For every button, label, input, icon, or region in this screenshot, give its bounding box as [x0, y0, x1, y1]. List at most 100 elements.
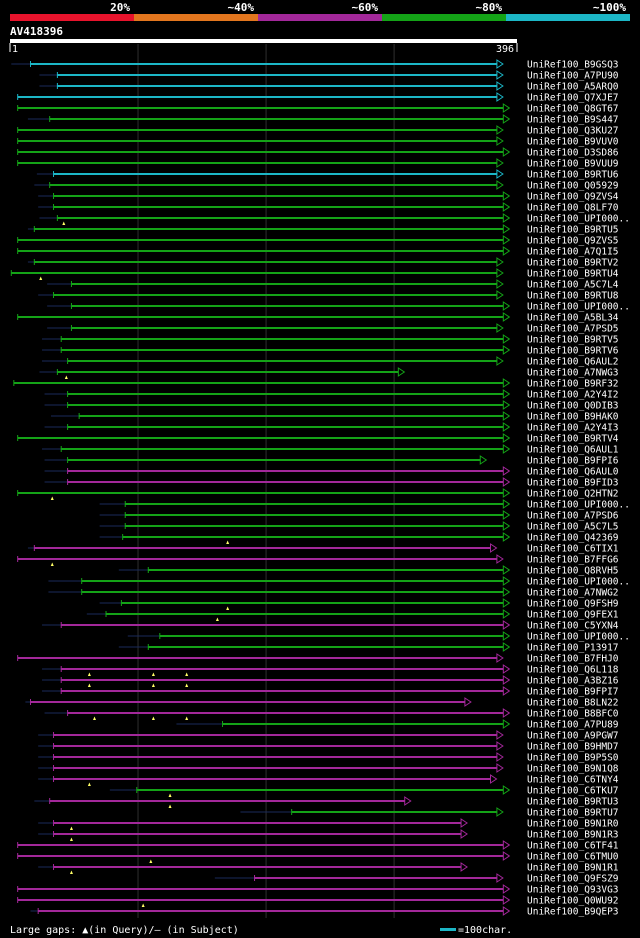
hit-label[interactable]: UniRef100_A5C7L5 [527, 522, 619, 533]
hit-bar [53, 173, 497, 175]
hit-label[interactable]: UniRef100_A7PU90 [527, 71, 619, 82]
hit-label[interactable]: UniRef100_UPI000.. [527, 302, 630, 313]
hit-label[interactable]: UniRef100_B9FPI7 [527, 687, 619, 698]
hit-label[interactable]: UniRef100_A7Q1I5 [527, 247, 619, 258]
hit-label[interactable]: UniRef100_B9P5S0 [527, 753, 619, 764]
hit-label[interactable]: UniRef100_B9RTV2 [527, 258, 619, 269]
hit-label[interactable]: UniRef100_B9N1R0 [527, 819, 619, 830]
hit-arrowhead [397, 367, 406, 377]
hit-label[interactable]: UniRef100_C6TMU0 [527, 852, 619, 863]
hit-label[interactable]: UniRef100_B9GSQ3 [527, 60, 619, 71]
hit-bar [53, 767, 497, 769]
hit-label[interactable]: UniRef100_B7FHJ0 [527, 654, 619, 665]
hit-label[interactable]: UniRef100_Q9FSH9 [527, 599, 619, 610]
hit-label[interactable]: UniRef100_B9RTU5 [527, 225, 619, 236]
hit-label[interactable]: UniRef100_B8LN22 [527, 698, 619, 709]
hit-label[interactable]: UniRef100_A2Y4I3 [527, 423, 619, 434]
hit-label[interactable]: UniRef100_B9RTV4 [527, 434, 619, 445]
query-gap-marker [87, 782, 91, 786]
hit-row: UniRef100_A7PU90 [39, 70, 619, 82]
hit-label[interactable]: UniRef100_B9N1Q8 [527, 764, 619, 775]
hit-label[interactable]: UniRef100_A7PU89 [527, 720, 619, 731]
hit-label[interactable]: UniRef100_B9RTU7 [527, 808, 619, 819]
hit-label[interactable]: UniRef100_B9HAK0 [527, 412, 619, 423]
hit-label[interactable]: UniRef100_C6TIX1 [527, 544, 619, 555]
hit-arrowhead [496, 92, 504, 102]
hit-label[interactable]: UniRef100_A5C7L4 [527, 280, 619, 291]
hit-label[interactable]: UniRef100_Q9FSZ9 [527, 874, 619, 885]
hit-label[interactable]: UniRef100_C6TNY4 [527, 775, 619, 786]
hit-arrowhead [502, 719, 511, 729]
hit-label[interactable]: UniRef100_A3BZ16 [527, 676, 619, 687]
hit-label[interactable]: UniRef100_B9S447 [527, 115, 619, 126]
hit-row: UniRef100_B9RTU6 [36, 169, 619, 181]
hit-label[interactable]: UniRef100_Q8RVH5 [527, 566, 619, 577]
hit-label[interactable]: UniRef100_Q8GT67 [527, 104, 619, 115]
hit-label[interactable]: UniRef100_B9VUV0 [527, 137, 619, 148]
hit-arrowhead [502, 103, 511, 113]
hit-label[interactable]: UniRef100_Q6AUL1 [527, 445, 619, 456]
hit-arrowhead [502, 840, 511, 850]
hit-label[interactable]: UniRef100_Q05929 [527, 181, 619, 192]
hit-label[interactable]: UniRef100_Q0WU92 [527, 896, 619, 907]
hit-label[interactable]: UniRef100_Q9FEX1 [527, 610, 619, 621]
hit-label[interactable]: UniRef100_Q9ZVS4 [527, 192, 619, 203]
hit-label[interactable]: UniRef100_B9RTV5 [527, 335, 619, 346]
hit-label[interactable]: UniRef100_B9VUU9 [527, 159, 619, 170]
hit-label[interactable]: UniRef100_Q8LF70 [527, 203, 619, 214]
hit-label[interactable]: UniRef100_B9FID3 [527, 478, 619, 489]
hit-label[interactable]: UniRef100_UPI000.. [527, 577, 630, 588]
hit-label[interactable]: UniRef100_P13917 [527, 643, 619, 654]
hit-label[interactable]: UniRef100_A2Y4I2 [527, 390, 619, 401]
hit-label[interactable]: UniRef100_Q6L118 [527, 665, 619, 676]
hit-label[interactable]: UniRef100_B8BFC0 [527, 709, 619, 720]
hit-label[interactable]: UniRef100_Q93VG3 [527, 885, 619, 896]
hit-label[interactable]: UniRef100_Q6AUL0 [527, 467, 619, 478]
hit-bar [17, 899, 504, 901]
hit-row: UniRef100_C5YXN4 [42, 620, 619, 632]
hit-arrowhead [460, 829, 468, 839]
hit-label[interactable]: UniRef100_C5YXN4 [527, 621, 619, 632]
hit-label[interactable]: UniRef100_Q9ZVS5 [527, 236, 619, 247]
hit-label[interactable]: UniRef100_C6TKU7 [527, 786, 619, 797]
hit-label[interactable]: UniRef100_UPI000.. [527, 214, 630, 225]
hit-label[interactable]: UniRef100_Q3KU27 [527, 126, 619, 137]
hit-label[interactable]: UniRef100_B9FPI6 [527, 456, 619, 467]
hit-label[interactable]: UniRef100_UPI000.. [527, 632, 630, 643]
hit-label[interactable]: UniRef100_A7NWG2 [527, 588, 619, 599]
hit-label[interactable]: UniRef100_B9RF32 [527, 379, 619, 390]
hit-label[interactable]: UniRef100_B7FFG6 [527, 555, 619, 566]
hit-label[interactable]: UniRef100_A7PSD5 [527, 324, 619, 335]
hit-row: UniRef100_B9N1Q8 [38, 763, 619, 775]
hit-label[interactable]: UniRef100_Q2HTN2 [527, 489, 619, 500]
query-gap-marker [87, 672, 91, 676]
hit-label[interactable]: UniRef100_B9RTU4 [527, 269, 619, 280]
hit-label[interactable]: UniRef100_B9RTU6 [527, 170, 619, 181]
hit-label[interactable]: UniRef100_A7NWG3 [527, 368, 619, 379]
hit-label[interactable]: UniRef100_B9N1R3 [527, 830, 619, 841]
hit-row: UniRef100_Q9FSH9 [99, 598, 619, 610]
hit-label[interactable]: UniRef100_A5ARQ0 [527, 82, 619, 93]
hit-label[interactable]: UniRef100_B9QEP3 [527, 907, 619, 918]
hit-label[interactable]: UniRef100_D3SD86 [527, 148, 619, 159]
hit-bar [30, 701, 465, 703]
hit-label[interactable]: UniRef100_A7PSD6 [527, 511, 619, 522]
hit-label[interactable]: UniRef100_C6TF41 [527, 841, 619, 852]
hit-label[interactable]: UniRef100_Q7XJE7 [527, 93, 619, 104]
hit-label[interactable]: UniRef100_B9RTU3 [527, 797, 619, 808]
hit-row: UniRef100_A3BZ16 [42, 675, 619, 687]
hit-bar [49, 800, 405, 802]
hit-label[interactable]: UniRef100_B9RTV6 [527, 346, 619, 357]
hit-label[interactable]: UniRef100_B9N1R1 [527, 863, 619, 874]
hit-label[interactable]: UniRef100_B9HMD7 [527, 742, 619, 753]
hit-bar [159, 635, 504, 637]
hit-arrowhead [496, 730, 504, 740]
hit-label[interactable]: UniRef100_Q0DIB3 [527, 401, 619, 412]
hit-label[interactable]: UniRef100_UPI000.. [527, 500, 630, 511]
hit-label[interactable]: UniRef100_B9RTU8 [527, 291, 619, 302]
hit-label[interactable]: UniRef100_Q42369 [527, 533, 619, 544]
hit-label[interactable]: UniRef100_Q6AUL2 [527, 357, 619, 368]
hit-label[interactable]: UniRef100_A9PGW7 [527, 731, 619, 742]
hit-label[interactable]: UniRef100_A5BL34 [527, 313, 619, 324]
hit-arrowhead [479, 455, 488, 465]
